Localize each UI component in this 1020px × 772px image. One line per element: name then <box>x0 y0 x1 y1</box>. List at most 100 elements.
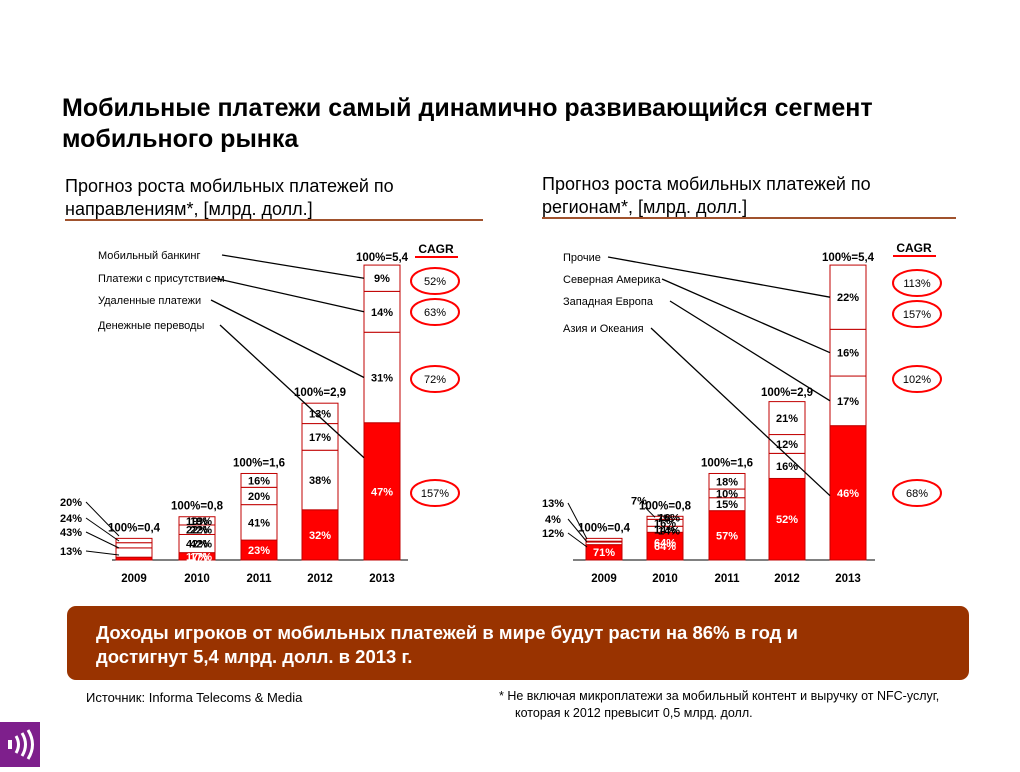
data-label: 14% <box>654 524 676 536</box>
bar-segment <box>240 472 278 488</box>
year-tick-label: 2012 <box>307 573 333 585</box>
data-label: 19% <box>190 516 212 528</box>
data-label: 22% <box>190 525 212 537</box>
legend-leader-line <box>650 327 831 497</box>
leader-line <box>567 532 588 548</box>
right-subtitle-line-1: Прогноз роста мобильных платежей по <box>542 174 871 194</box>
data-label: 9% <box>374 273 390 285</box>
data-label: 17% <box>186 551 208 563</box>
cagr-value: 113% <box>903 278 931 290</box>
total-label: 100%=2,9 <box>761 387 813 399</box>
data-label: 15% <box>716 499 738 511</box>
year-tick-label: 2009 <box>591 573 617 585</box>
data-label: 41% <box>248 517 270 529</box>
legend-leader-line <box>669 300 831 402</box>
leader-line <box>644 506 656 518</box>
legend-label: Азия и Океания <box>563 323 644 335</box>
data-label: 21% <box>776 413 798 425</box>
data-label: 64% <box>654 537 676 549</box>
data-label: 64% <box>654 541 676 553</box>
page-title: Мобильные платежи самый динамично развив… <box>62 93 962 155</box>
bar-segment <box>363 422 401 561</box>
data-label: 52% <box>776 514 798 526</box>
year-tick-label: 2010 <box>652 573 678 585</box>
bar-segment <box>646 515 684 520</box>
bar-segment <box>768 401 806 436</box>
charts-canvas: 100%=0,4200917%42%22%19%100%=0,8201023%4… <box>60 241 942 585</box>
side-data-label: 24% <box>60 513 82 525</box>
cagr-ellipse <box>410 479 460 507</box>
source-note: Источник: Informa Telecoms & Media <box>86 690 303 705</box>
footnote-line-1: * Не включая микроплатежи за мобильный к… <box>499 689 940 703</box>
legend-leader-line <box>210 299 365 379</box>
banner-line-1: Доходы игроков от мобильных платежей в м… <box>96 622 798 643</box>
total-label: 100%=0,4 <box>108 522 161 534</box>
chart-by-region: 100%=0,4200964%14%16%7%100%=0,8201057%15… <box>542 241 942 585</box>
data-label: 16% <box>776 461 798 473</box>
bar-segment <box>585 537 623 542</box>
cagr-value: 102% <box>903 374 931 386</box>
year-tick-label: 2012 <box>774 573 800 585</box>
data-label: 18% <box>716 476 738 488</box>
data-label: 14% <box>658 525 680 537</box>
year-tick-label: 2009 <box>121 573 147 585</box>
cagr-header: CAGR <box>418 242 454 256</box>
side-data-label: 13% <box>60 546 82 558</box>
legend-label: Северная Америка <box>563 274 662 286</box>
total-label: 100%=1,6 <box>233 457 285 469</box>
data-label: 19% <box>186 516 208 528</box>
sound-wave-icon <box>8 729 34 760</box>
cagr-ellipse <box>892 479 942 507</box>
legend-leader-line <box>219 324 365 459</box>
footnote: * Не включая микроплатежи за мобильный к… <box>499 688 939 722</box>
legend-label: Платежи с присутствием <box>98 273 225 285</box>
bar-segment <box>301 449 339 511</box>
leader-line <box>85 531 120 549</box>
bar-segment <box>708 472 746 490</box>
bar-segment <box>829 264 867 330</box>
cagr-value: 157% <box>903 309 931 321</box>
cagr-ellipse <box>410 298 460 326</box>
data-label: 7% <box>657 513 673 525</box>
cagr-value: 63% <box>424 307 446 319</box>
legend-label: Прочие <box>563 252 601 264</box>
year-tick-label: 2011 <box>715 573 741 585</box>
brand-logo <box>0 722 40 767</box>
leader-line <box>567 502 588 540</box>
leader-line <box>85 550 120 556</box>
data-label: 16% <box>658 512 680 524</box>
data-label: 22% <box>186 525 208 537</box>
data-label: 16% <box>654 518 676 530</box>
bar-segment <box>115 542 153 549</box>
chart-by-direction: 100%=0,4200917%42%22%19%100%=0,8201023%4… <box>60 242 460 585</box>
legend-label: Мобильный банкинг <box>98 250 200 262</box>
total-label: 100%=0,8 <box>639 501 692 513</box>
data-label: 71% <box>593 547 615 559</box>
data-label: 22% <box>837 292 859 304</box>
total-label: 100%=5,4 <box>822 252 875 264</box>
data-label: 32% <box>309 530 331 542</box>
right-chart-subtitle: Прогноз роста мобильных платежей по реги… <box>542 173 962 219</box>
data-label: 57% <box>716 530 738 542</box>
data-label: 46% <box>837 488 859 500</box>
total-label: 100%=0,8 <box>171 501 224 513</box>
data-label: 38% <box>309 475 331 487</box>
side-data-label: 13% <box>542 498 564 510</box>
legend-label: Западная Европа <box>563 296 654 308</box>
data-label: 16% <box>248 475 270 487</box>
data-label: 31% <box>371 373 393 385</box>
side-data-label: 43% <box>60 527 82 539</box>
data-label: 17% <box>190 551 212 563</box>
data-label: 17% <box>309 432 331 444</box>
banner-line-2: достигнут 5,4 млрд. долл. в 2013 г. <box>96 646 413 667</box>
footnote-line-2: которая к 2012 превысит 0,5 млрд. долл. <box>515 706 753 720</box>
legend-label: Удаленные платежи <box>98 295 201 307</box>
title-line-1: Мобильные платежи самый динамично развив… <box>62 94 873 122</box>
data-label: 7% <box>631 495 647 507</box>
data-label: 20% <box>248 491 270 503</box>
cagr-header: CAGR <box>896 241 932 255</box>
title-line-2: мобильного рынка <box>62 125 299 153</box>
cagr-ellipse <box>892 300 942 328</box>
data-label: 16% <box>837 348 859 360</box>
bar-segment <box>708 510 746 561</box>
